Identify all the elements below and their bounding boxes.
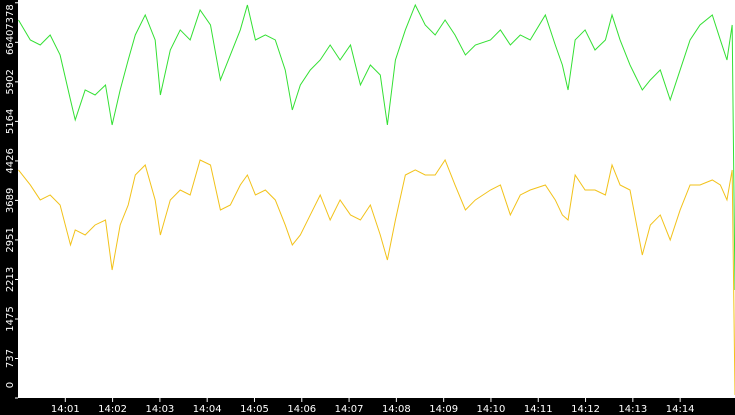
y-tick-label: 2951 [5, 227, 16, 252]
x-axis-strip [0, 398, 735, 415]
y-tick-label: 2213 [5, 267, 16, 292]
y-tick-label: 5902 [5, 69, 16, 94]
y-tick-label: 1475 [5, 306, 16, 331]
series-line [18, 158, 735, 396]
x-tick-label: 14:14 [666, 404, 695, 415]
x-tick-label: 14:07 [335, 404, 364, 415]
x-tick-label: 14:13 [618, 404, 647, 415]
x-tick-label: 14:11 [524, 404, 553, 415]
y-tick-label: 0 [5, 382, 16, 388]
x-tick-label: 14:02 [98, 404, 127, 415]
series-line [18, 3, 735, 291]
y-tick-label: 5164 [5, 109, 16, 134]
x-tick-label: 14:06 [287, 404, 316, 415]
y-tick-label: 3689 [5, 188, 16, 213]
x-tick-label: 14:04 [193, 404, 222, 415]
y-tick-label: 6640 [5, 30, 16, 55]
y-tick-label: 4426 [5, 148, 16, 173]
x-tick-label: 14:01 [51, 404, 80, 415]
x-tick-label: 14:12 [571, 404, 600, 415]
x-tick-label: 14:08 [382, 404, 411, 415]
x-tick-label: 14:10 [477, 404, 506, 415]
x-tick-label: 14:05 [240, 404, 269, 415]
y-tick-label: 737 [5, 349, 16, 368]
y-axis-strip [0, 0, 18, 415]
x-tick-label: 14:09 [429, 404, 458, 415]
x-tick-label: 14:03 [145, 404, 174, 415]
y-tick-label: 7378 [5, 4, 16, 29]
